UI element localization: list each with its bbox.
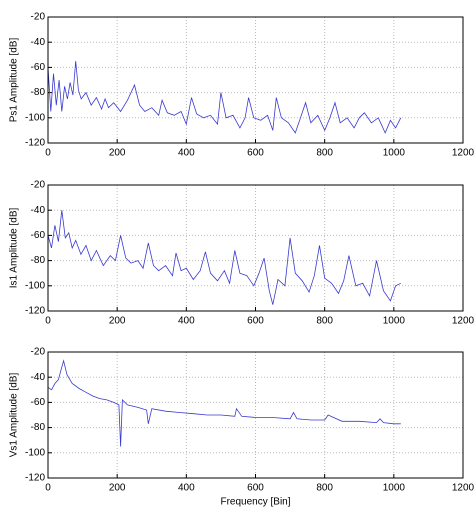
y-tick-label: -40 (31, 37, 46, 48)
y-tick-label: -20 (31, 180, 46, 191)
x-tick-label: 1000 (383, 316, 406, 327)
y-tick-label: -120 (25, 306, 45, 317)
y-tick-label: -60 (31, 62, 46, 73)
y-axis-label: Vs1 Amplitude [dB] (9, 373, 20, 458)
x-axis-label: Frequency [Bin] (220, 497, 290, 508)
x-tick-label: 1200 (452, 316, 474, 327)
axes-box (47, 184, 464, 312)
y-tick-label: -20 (31, 12, 46, 23)
x-tick-label: 800 (316, 148, 333, 159)
y-tick-label: -20 (31, 347, 46, 358)
x-tick-label: 200 (109, 148, 126, 159)
y-tick-label: -40 (31, 372, 46, 383)
x-tick-label: 400 (178, 483, 195, 494)
x-tick-label: 1200 (452, 483, 474, 494)
x-tick-label: 200 (109, 483, 126, 494)
y-tick-label: -100 (25, 447, 45, 458)
y-tick-label: -100 (25, 280, 45, 291)
x-tick-label: 800 (316, 483, 333, 494)
x-tick-label: 600 (247, 316, 264, 327)
y-tick-label: -40 (31, 205, 46, 216)
data-line (47, 210, 401, 305)
y-tick-label: -120 (25, 138, 45, 149)
y-tick-label: -80 (31, 255, 46, 266)
axes-box (47, 351, 464, 479)
x-tick-label: 0 (45, 316, 51, 327)
x-tick-label: 200 (109, 316, 126, 327)
x-tick-label: 400 (178, 316, 195, 327)
y-tick-label: -120 (25, 473, 45, 484)
y-axis-label: Ps1 Amplitude [dB] (9, 38, 20, 123)
x-tick-label: 600 (247, 148, 264, 159)
y-tick-label: -100 (25, 112, 45, 123)
y-tick-label: -60 (31, 230, 46, 241)
y-axis-label: Is1 Amplitude [dB] (9, 207, 20, 288)
y-tick-label: -80 (31, 87, 46, 98)
x-tick-label: 0 (45, 148, 51, 159)
x-tick-label: 1000 (383, 483, 406, 494)
x-tick-label: 0 (45, 483, 51, 494)
y-tick-label: -60 (31, 397, 46, 408)
axes-box (47, 16, 464, 144)
x-tick-label: 400 (178, 148, 195, 159)
data-line (47, 359, 401, 447)
x-tick-label: 1200 (452, 148, 474, 159)
y-tick-label: -80 (31, 422, 46, 433)
x-tick-label: 600 (247, 483, 264, 494)
x-tick-label: 1000 (383, 148, 406, 159)
x-tick-label: 800 (316, 316, 333, 327)
data-line (47, 61, 402, 134)
